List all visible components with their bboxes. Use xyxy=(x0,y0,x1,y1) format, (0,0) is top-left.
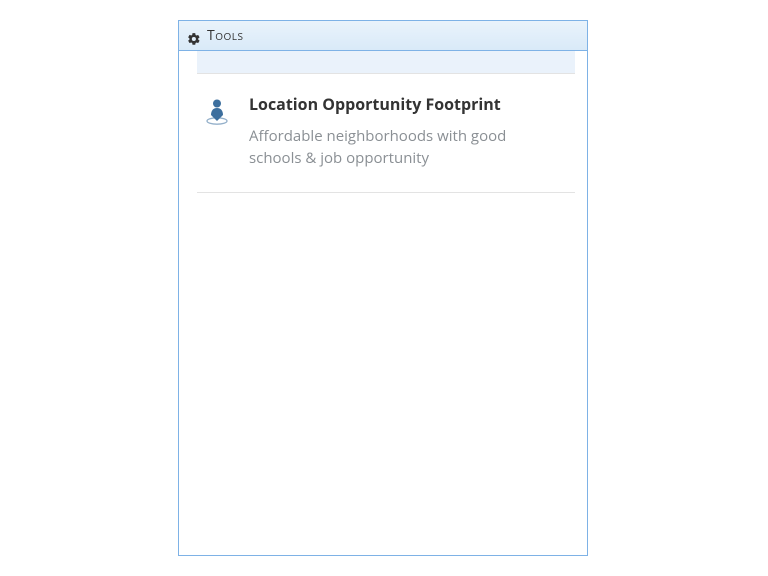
scroll-spacer xyxy=(197,193,575,555)
tool-title: Location Opportunity Footprint xyxy=(249,94,561,116)
panel-title: Tools xyxy=(207,26,243,45)
tool-text: Location Opportunity Footprint Affordabl… xyxy=(249,94,561,169)
gear-icon xyxy=(187,29,201,43)
tool-item-community-demographic[interactable]: Community Demographic Mapping Demographi… xyxy=(197,51,575,74)
tool-desc: Affordable neighborhoods with good schoo… xyxy=(249,126,561,170)
panel-header: Tools xyxy=(179,21,587,51)
panel-body-wrap: Footprint Tools Vulnerable Populations F… xyxy=(179,51,587,555)
panel-body[interactable]: Footprint Tools Vulnerable Populations F… xyxy=(179,51,587,555)
tools-panel: Tools Footprint Tools Vulnerable Populat… xyxy=(178,20,588,556)
person-pin-icon xyxy=(203,94,231,126)
tool-item-location-opportunity[interactable]: Location Opportunity Footprint Affordabl… xyxy=(197,74,575,192)
